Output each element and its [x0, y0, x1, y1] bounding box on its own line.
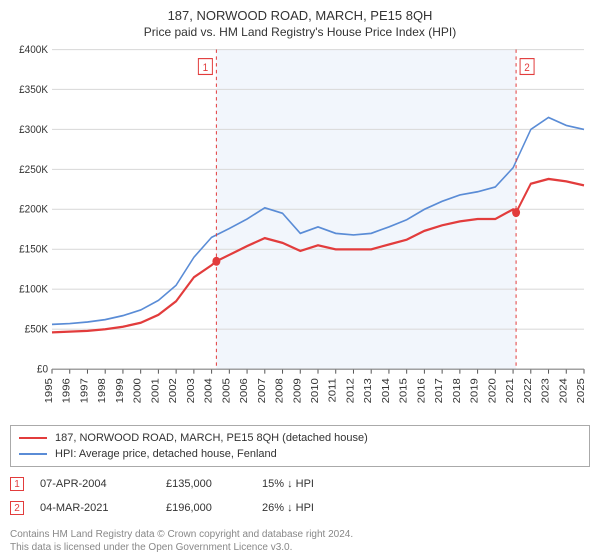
svg-text:2006: 2006 — [239, 378, 250, 403]
svg-text:2020: 2020 — [487, 378, 498, 403]
svg-text:2021: 2021 — [505, 378, 516, 403]
svg-text:2004: 2004 — [203, 378, 214, 403]
svg-text:2016: 2016 — [416, 378, 427, 403]
legend-swatch — [19, 437, 47, 439]
event-date: 07-APR-2004 — [40, 478, 150, 490]
legend-item: HPI: Average price, detached house, Fenl… — [19, 446, 581, 462]
chart-card: 187, NORWOOD ROAD, MARCH, PE15 8QH Price… — [0, 0, 600, 560]
svg-text:1: 1 — [203, 62, 209, 75]
legend-item: 187, NORWOOD ROAD, MARCH, PE15 8QH (deta… — [19, 430, 581, 446]
svg-text:2012: 2012 — [345, 378, 356, 403]
footer: Contains HM Land Registry data © Crown c… — [10, 529, 590, 554]
svg-text:£350K: £350K — [19, 83, 48, 96]
legend-label: HPI: Average price, detached house, Fenl… — [55, 448, 277, 460]
svg-text:2007: 2007 — [256, 378, 267, 403]
event-price: £196,000 — [166, 502, 246, 514]
svg-text:2002: 2002 — [168, 378, 179, 403]
svg-text:1998: 1998 — [97, 378, 108, 403]
svg-text:£100K: £100K — [19, 283, 48, 296]
svg-text:1997: 1997 — [79, 378, 90, 403]
footer-line: Contains HM Land Registry data © Crown c… — [10, 529, 590, 542]
event-date: 04-MAR-2021 — [40, 502, 150, 514]
svg-text:2017: 2017 — [434, 378, 445, 403]
title-main: 187, NORWOOD ROAD, MARCH, PE15 8QH — [10, 8, 590, 23]
chart-svg: £0 £50K £100K £150K £200K £250K £300K £350K £400… — [10, 45, 590, 419]
event-diff: 26% ↓ HPI — [262, 502, 342, 514]
svg-text:2025: 2025 — [576, 378, 587, 403]
title-sub: Price paid vs. HM Land Registry's House … — [10, 25, 590, 39]
svg-text:£250K: £250K — [19, 163, 48, 176]
legend-label: 187, NORWOOD ROAD, MARCH, PE15 8QH (deta… — [55, 432, 368, 444]
svg-text:2018: 2018 — [451, 378, 462, 403]
svg-text:2005: 2005 — [221, 378, 232, 403]
event-row: 2 04-MAR-2021 £196,000 26% ↓ HPI — [10, 499, 590, 517]
svg-text:1999: 1999 — [115, 378, 126, 403]
svg-text:£400K: £400K — [19, 45, 48, 56]
svg-text:2: 2 — [524, 62, 530, 75]
svg-text:2015: 2015 — [398, 378, 409, 403]
svg-text:2009: 2009 — [292, 378, 303, 403]
event-price: £135,000 — [166, 478, 246, 490]
svg-text:£0: £0 — [37, 363, 48, 376]
svg-text:£300K: £300K — [19, 123, 48, 136]
svg-text:£150K: £150K — [19, 243, 48, 256]
svg-text:2010: 2010 — [310, 378, 321, 403]
legend: 187, NORWOOD ROAD, MARCH, PE15 8QH (deta… — [10, 425, 590, 467]
footer-line: This data is licensed under the Open Gov… — [10, 542, 590, 555]
svg-text:2000: 2000 — [132, 378, 143, 403]
svg-text:£50K: £50K — [25, 323, 48, 336]
svg-text:2022: 2022 — [522, 378, 533, 403]
event-marker-icon: 2 — [10, 501, 24, 515]
svg-text:1995: 1995 — [44, 378, 55, 403]
svg-text:2011: 2011 — [327, 378, 338, 402]
svg-text:2024: 2024 — [558, 378, 569, 403]
svg-text:2019: 2019 — [469, 378, 480, 403]
svg-text:2001: 2001 — [150, 378, 161, 403]
svg-text:2023: 2023 — [540, 378, 551, 403]
event-marker-icon: 1 — [10, 477, 24, 491]
legend-swatch — [19, 453, 47, 455]
event-diff: 15% ↓ HPI — [262, 478, 342, 490]
svg-text:£200K: £200K — [19, 203, 48, 216]
titles: 187, NORWOOD ROAD, MARCH, PE15 8QH Price… — [10, 8, 590, 45]
svg-text:2014: 2014 — [381, 378, 392, 403]
chart-area: £0 £50K £100K £150K £200K £250K £300K £350K £400… — [10, 45, 590, 419]
svg-text:2003: 2003 — [185, 378, 196, 403]
event-row: 1 07-APR-2004 £135,000 15% ↓ HPI — [10, 475, 590, 493]
events-table: 1 07-APR-2004 £135,000 15% ↓ HPI 2 04-MA… — [10, 475, 590, 523]
svg-text:2013: 2013 — [363, 378, 374, 403]
svg-text:2008: 2008 — [274, 378, 285, 403]
svg-text:1996: 1996 — [61, 378, 72, 403]
